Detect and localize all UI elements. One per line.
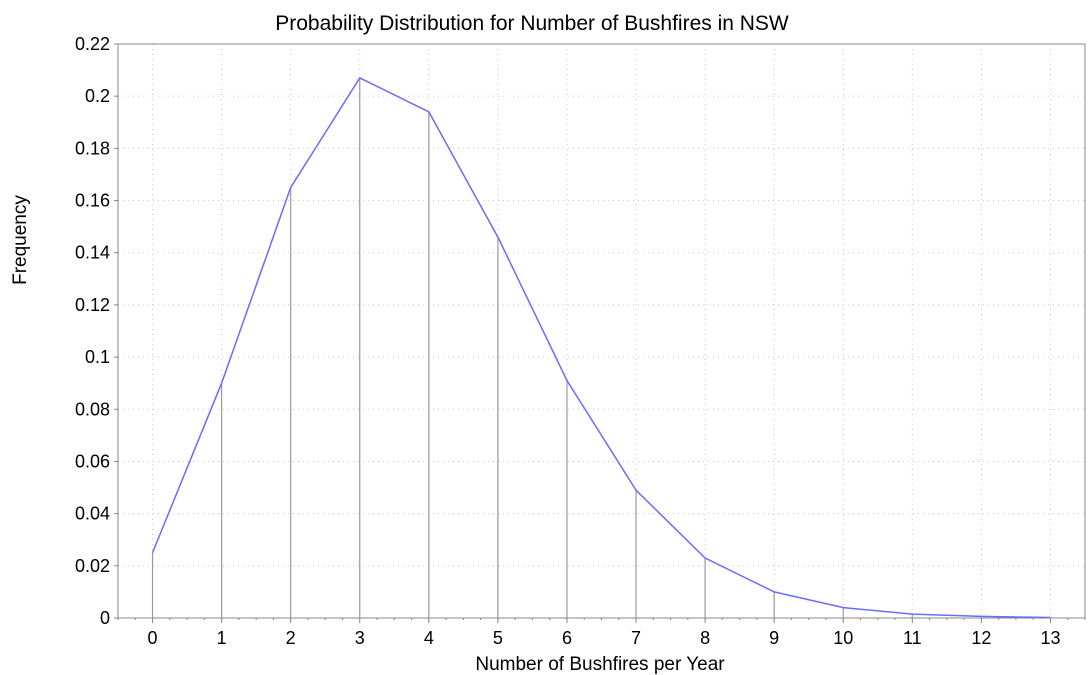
x-tick-label: 12 <box>971 628 991 648</box>
x-tick-label: 13 <box>1040 628 1060 648</box>
y-tick-label: 0.04 <box>75 504 110 524</box>
x-tick-label: 7 <box>631 628 641 648</box>
x-tick-label: 9 <box>769 628 779 648</box>
x-tick-label: 5 <box>493 628 503 648</box>
plot-area: 0 0.02 0.04 0.06 0.08 0.1 0.12 0.14 0.16 0.18 0.2 0… <box>75 34 1086 648</box>
y-tick-label: 0.06 <box>75 451 110 471</box>
y-tick-label: 0.08 <box>75 399 110 419</box>
y-tick-label: 0 <box>100 608 110 628</box>
x-tick-label: 4 <box>424 628 434 648</box>
y-tick-label: 0.2 <box>85 86 110 106</box>
y-tick-label: 0.18 <box>75 138 110 158</box>
y-tick-label: 0.1 <box>85 347 110 367</box>
x-tick-label: 2 <box>286 628 296 648</box>
x-tick-label: 1 <box>217 628 227 648</box>
x-tick-label: 10 <box>833 628 853 648</box>
series-line <box>151 76 1051 619</box>
y-tick-label: 0.02 <box>75 556 110 576</box>
chart-title: Probability Distribution for Number of B… <box>275 12 789 35</box>
y-axis-label: Frequency <box>10 195 31 285</box>
plot-border <box>117 43 1086 619</box>
x-tick-label: 3 <box>355 628 365 648</box>
x-tick-label: 6 <box>562 628 572 648</box>
x-tick-label: 11 <box>903 628 922 648</box>
y-tick-label: 0.16 <box>75 191 110 211</box>
y-tick-label: 0.14 <box>75 243 110 263</box>
x-axis-label: Number of Bushfires per Year <box>475 654 725 675</box>
x-tick-label: 8 <box>700 628 710 648</box>
y-tick-label: 0.12 <box>75 295 110 315</box>
y-tick-label: 0.22 <box>75 34 110 54</box>
x-tick-label: 0 <box>148 628 158 648</box>
